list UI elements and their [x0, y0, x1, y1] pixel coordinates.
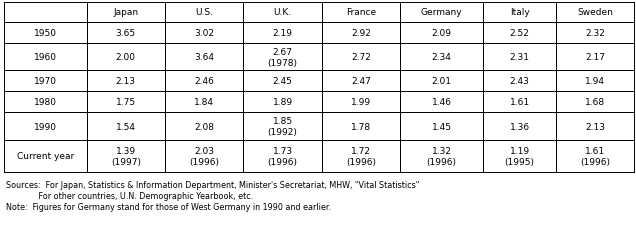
Text: 1980: 1980 — [34, 98, 57, 107]
Text: 1.45: 1.45 — [431, 122, 452, 131]
Text: Note:  Figures for Germany stand for those of West Germany in 1990 and earlier.: Note: Figures for Germany stand for thos… — [6, 202, 331, 211]
Text: 1.99: 1.99 — [351, 98, 371, 107]
Text: France: France — [346, 8, 376, 17]
Text: 1.72
(1996): 1.72 (1996) — [346, 146, 376, 166]
Text: 2.72: 2.72 — [351, 53, 371, 62]
Text: 2.46: 2.46 — [194, 77, 214, 86]
Text: 2.09: 2.09 — [431, 29, 452, 38]
Text: 2.01: 2.01 — [431, 77, 452, 86]
Text: 2.17: 2.17 — [585, 53, 605, 62]
Text: 1.61
(1996): 1.61 (1996) — [580, 146, 610, 166]
Text: 2.00: 2.00 — [116, 53, 136, 62]
Text: 2.03
(1996): 2.03 (1996) — [189, 146, 219, 166]
Text: 1990: 1990 — [34, 122, 57, 131]
Text: 1.46: 1.46 — [431, 98, 452, 107]
Text: 1950: 1950 — [34, 29, 57, 38]
Text: 2.45: 2.45 — [273, 77, 293, 86]
Text: 2.34: 2.34 — [432, 53, 452, 62]
Text: 1.68: 1.68 — [585, 98, 605, 107]
Text: For other countries, U.N. Demographic Yearbook, etc.: For other countries, U.N. Demographic Ye… — [6, 191, 253, 200]
Text: 1.78: 1.78 — [351, 122, 371, 131]
Text: 3.02: 3.02 — [194, 29, 214, 38]
Text: 1960: 1960 — [34, 53, 57, 62]
Text: 3.64: 3.64 — [194, 53, 214, 62]
Text: 1.36: 1.36 — [509, 122, 530, 131]
Text: 2.32: 2.32 — [585, 29, 605, 38]
Text: 3.65: 3.65 — [116, 29, 136, 38]
Text: 1.61: 1.61 — [509, 98, 530, 107]
Text: Sweden: Sweden — [577, 8, 613, 17]
Text: Japan: Japan — [113, 8, 139, 17]
Text: 1.73
(1996): 1.73 (1996) — [268, 146, 298, 166]
Text: Italy: Italy — [509, 8, 529, 17]
Text: Sources:  For Japan, Statistics & Information Department, Minister's Secretariat: Sources: For Japan, Statistics & Informa… — [6, 180, 419, 189]
Text: 2.31: 2.31 — [509, 53, 530, 62]
Text: 2.19: 2.19 — [273, 29, 293, 38]
Text: 1.19
(1995): 1.19 (1995) — [504, 146, 534, 166]
Text: 2.13: 2.13 — [585, 122, 605, 131]
Text: 1.32
(1996): 1.32 (1996) — [427, 146, 457, 166]
Text: 2.67
(1978): 2.67 (1978) — [268, 47, 298, 67]
Text: 2.52: 2.52 — [509, 29, 530, 38]
Text: 2.43: 2.43 — [509, 77, 530, 86]
Text: 2.13: 2.13 — [116, 77, 136, 86]
Text: U.S.: U.S. — [195, 8, 213, 17]
Text: 2.47: 2.47 — [351, 77, 371, 86]
Text: 1.54: 1.54 — [116, 122, 136, 131]
Text: 1.39
(1997): 1.39 (1997) — [111, 146, 141, 166]
Text: 2.08: 2.08 — [194, 122, 214, 131]
Text: U.K.: U.K. — [273, 8, 292, 17]
Text: Current year: Current year — [17, 152, 74, 161]
Text: 1.84: 1.84 — [194, 98, 214, 107]
Text: 2.92: 2.92 — [351, 29, 371, 38]
Text: 1.75: 1.75 — [116, 98, 136, 107]
Text: Germany: Germany — [420, 8, 462, 17]
Text: 1.89: 1.89 — [273, 98, 293, 107]
Text: 1970: 1970 — [34, 77, 57, 86]
Text: 1.94: 1.94 — [585, 77, 605, 86]
Text: 1.85
(1992): 1.85 (1992) — [268, 117, 298, 137]
